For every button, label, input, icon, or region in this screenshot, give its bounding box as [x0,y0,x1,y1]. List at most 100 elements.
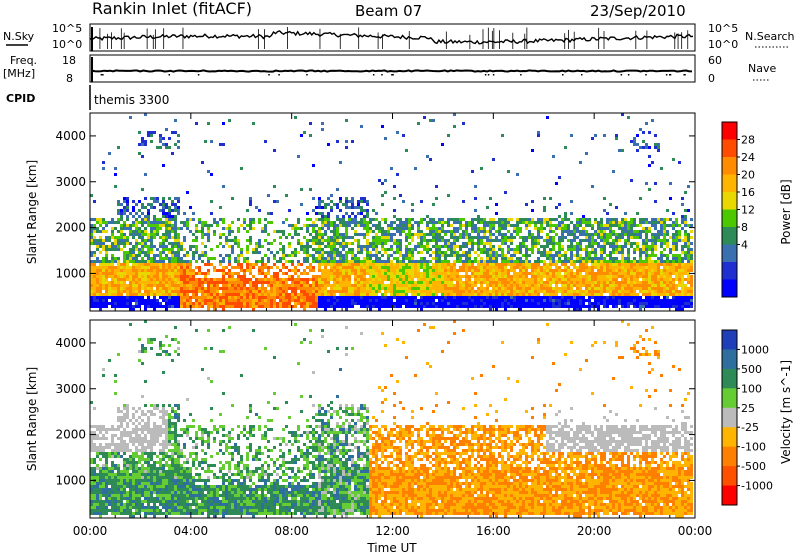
power-cell [459,224,462,227]
power-cell [228,119,231,122]
power-cell [519,257,522,260]
power-cell [210,212,213,215]
power-cell [657,230,660,233]
power-cell [603,266,606,269]
power-cell [96,266,99,269]
power-cell [306,302,309,305]
power-cell [513,263,516,266]
nsky-panel: N.Sky 10^5 10^0 10^5 10^0 N.Search [3,22,795,52]
power-cell [162,212,165,215]
power-cell [393,221,396,224]
power-cell [105,302,108,305]
power-cell [165,245,168,248]
power-cell [453,284,456,287]
power-cell [600,272,603,275]
power-cell [255,287,258,290]
power-cell [426,287,429,290]
power-cell [606,233,609,236]
power-cell [480,302,483,305]
power-cell [603,281,606,284]
power-cell [189,296,192,299]
power-cell [390,299,393,302]
power-cell [435,266,438,269]
power-cell [462,269,465,272]
power-cell [159,284,162,287]
power-cell [411,293,414,296]
power-cell [411,260,414,263]
power-cell [96,269,99,272]
power-cell [342,275,345,278]
power-cell [435,281,438,284]
power-cell [390,266,393,269]
power-cell [174,209,177,212]
power-cell [318,287,321,290]
power-cell [405,239,408,242]
power-cell [150,203,153,206]
power-cell [570,233,573,236]
power-cell [144,275,147,278]
power-cell [219,254,222,257]
power-cell [147,260,150,263]
power-cell [495,302,498,305]
power-cell [126,200,129,203]
power-cell [348,224,351,227]
power-cell [237,218,240,221]
power-cell [525,227,528,230]
power-cell [93,230,96,233]
power-cell [639,263,642,266]
power-cell [606,296,609,299]
power-cell [99,230,102,233]
power-cell [291,236,294,239]
power-cell [126,263,129,266]
power-cell [501,233,504,236]
power-cell [318,284,321,287]
power-cell [498,284,501,287]
power-cell [519,281,522,284]
power-cell [537,293,540,296]
power-cell [345,293,348,296]
power-cell [111,293,114,296]
power-cell [174,251,177,254]
power-cell [372,266,375,269]
power-cell [360,263,363,266]
power-cell [225,278,228,281]
power-cell [546,251,549,254]
power-cell [549,284,552,287]
power-cell [456,302,459,305]
power-cell [351,254,354,257]
power-cell [351,290,354,293]
power-cell [579,161,582,164]
power-cell [567,284,570,287]
power-cell [258,242,261,245]
power-cell [228,269,231,272]
power-cell [378,179,381,182]
power-cell [249,263,252,266]
power-cell [123,269,126,272]
power-cell [462,287,465,290]
power-cell [507,251,510,254]
power-cell [489,224,492,227]
power-cell [333,221,336,224]
power-cell [333,257,336,260]
power-cell [501,269,504,272]
power-cell [486,251,489,254]
power-cell [564,275,567,278]
power-cell [615,224,618,227]
power-cell [285,278,288,281]
power-cell [459,221,462,224]
power-cell [456,221,459,224]
power-cell [489,281,492,284]
power-cell [291,260,294,263]
power-cell [270,212,273,215]
power-cell [336,239,339,242]
cpid-label: CPID [6,92,35,105]
nave-dot [487,74,490,76]
power-cell [195,296,198,299]
power-cell [321,296,324,299]
power-cell [186,290,189,293]
power-cell [150,293,153,296]
power-cell [396,290,399,293]
power-cell [477,221,480,224]
power-cell [531,218,534,221]
power-cell [123,233,126,236]
